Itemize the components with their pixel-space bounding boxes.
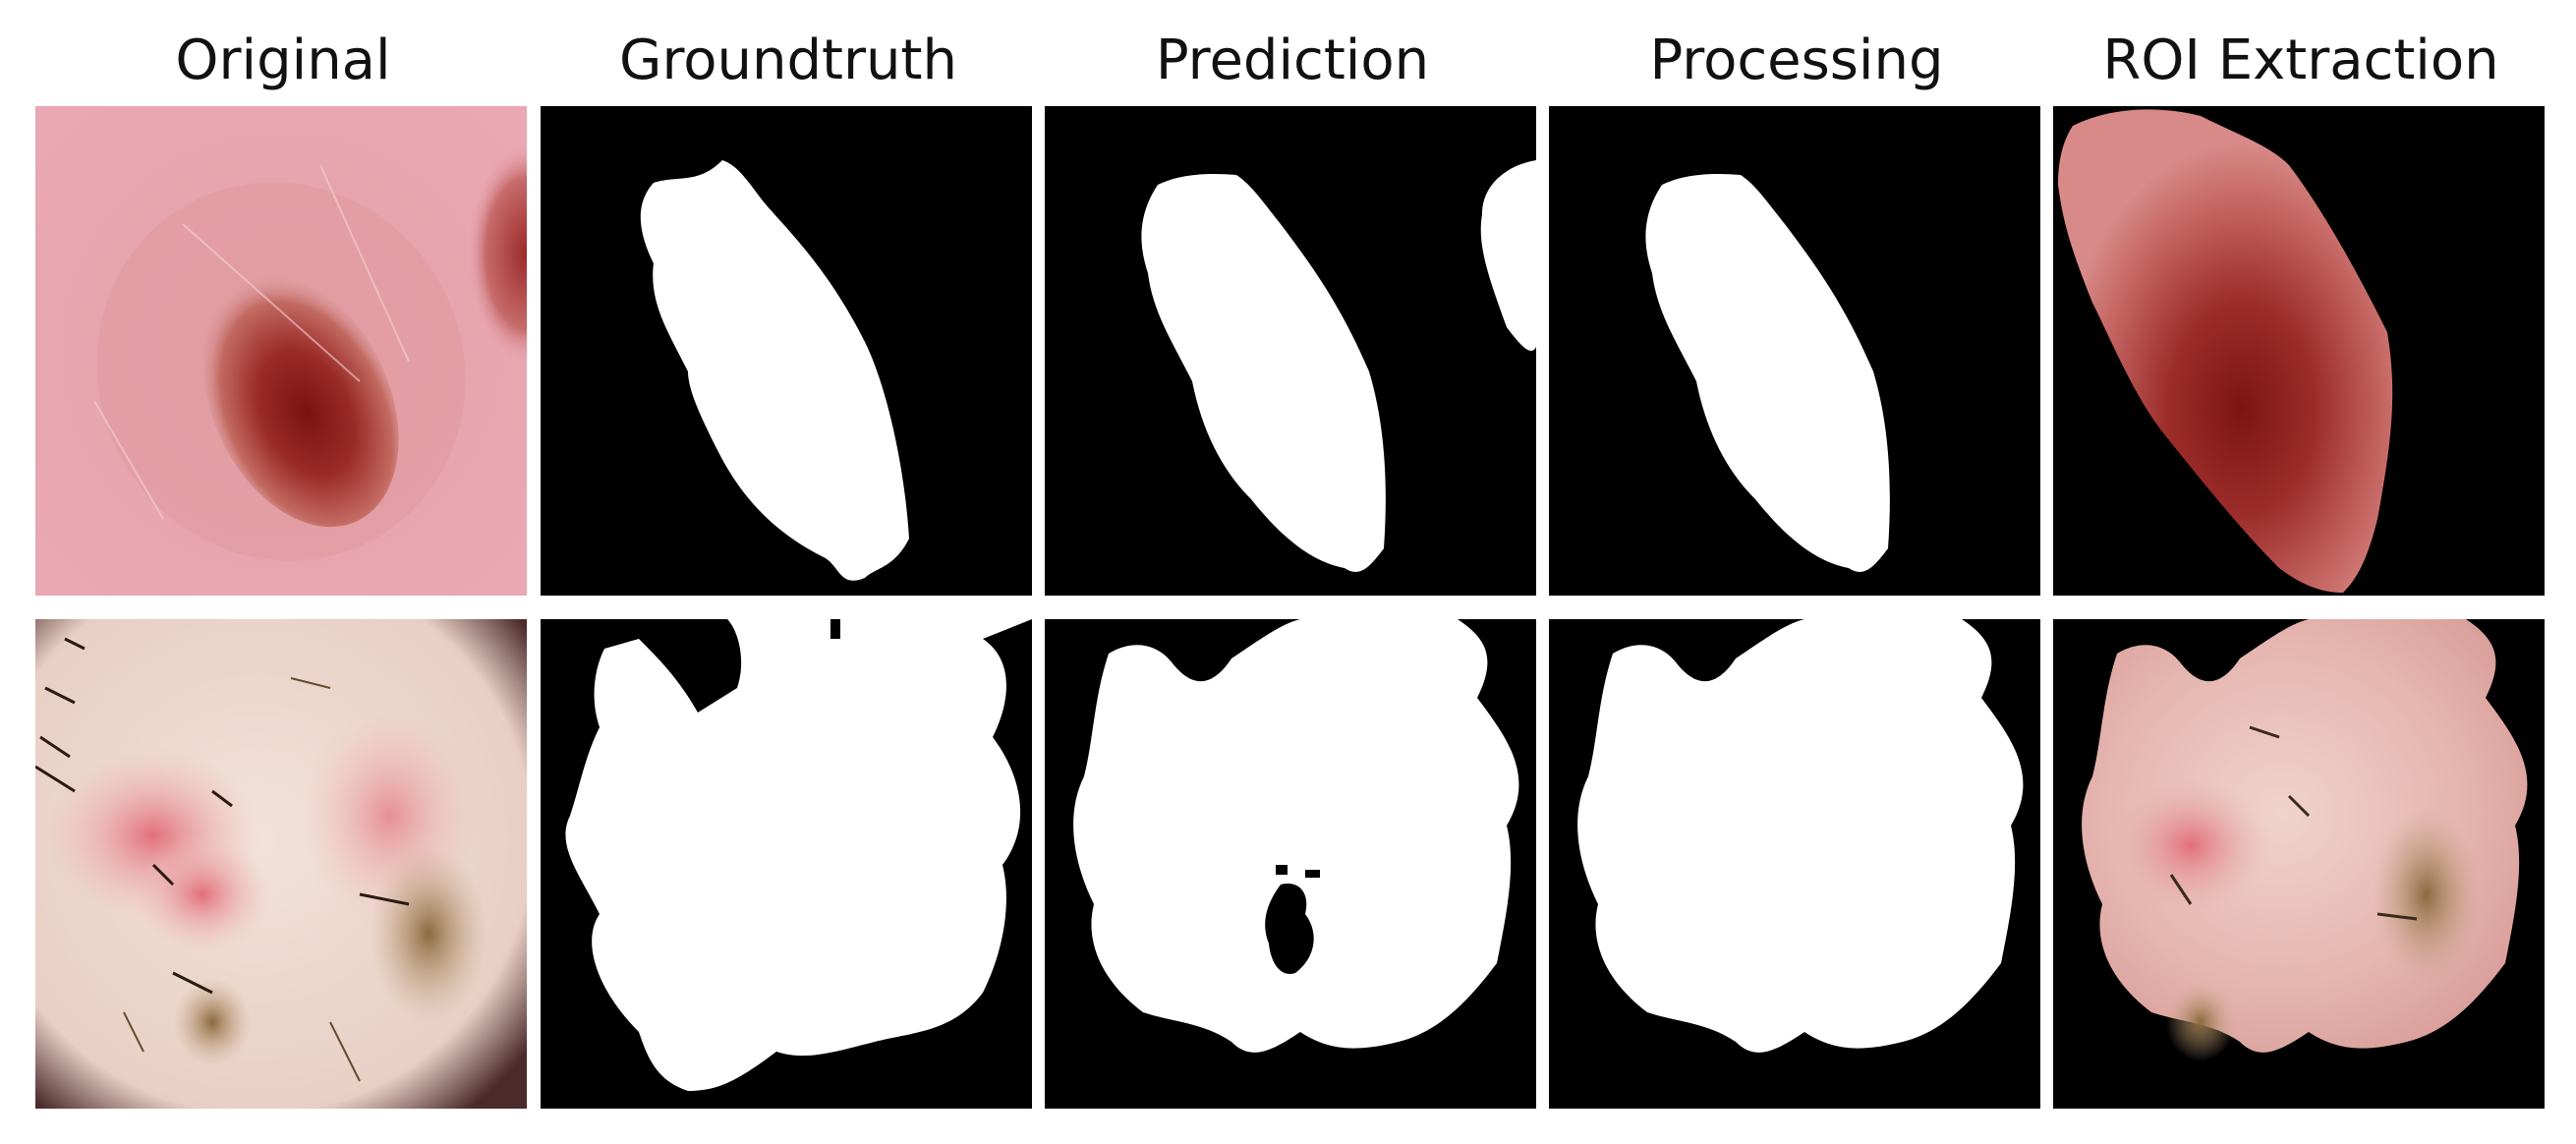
row2-roi-extraction-image: [2053, 619, 2545, 1109]
row2-processing-mask: [1549, 619, 2040, 1109]
column-title-groundtruth: Groundtruth: [619, 29, 957, 92]
column-title-processing: Processing: [1649, 29, 1944, 92]
row1-roi-extraction-image: [2053, 106, 2545, 596]
column-title-roi-extraction: ROI Extraction: [2102, 29, 2499, 92]
row1-groundtruth-mask: [541, 106, 1032, 596]
row1-processing-mask: [1549, 106, 2040, 596]
column-title-original: Original: [175, 29, 391, 92]
row2-original-image: [35, 619, 527, 1109]
column-title-prediction: Prediction: [1155, 29, 1430, 92]
row1-original-image: [35, 106, 527, 596]
row2-groundtruth-mask: [541, 619, 1032, 1109]
row2-prediction-mask: [1045, 619, 1536, 1109]
row1-prediction-mask: [1045, 106, 1536, 596]
